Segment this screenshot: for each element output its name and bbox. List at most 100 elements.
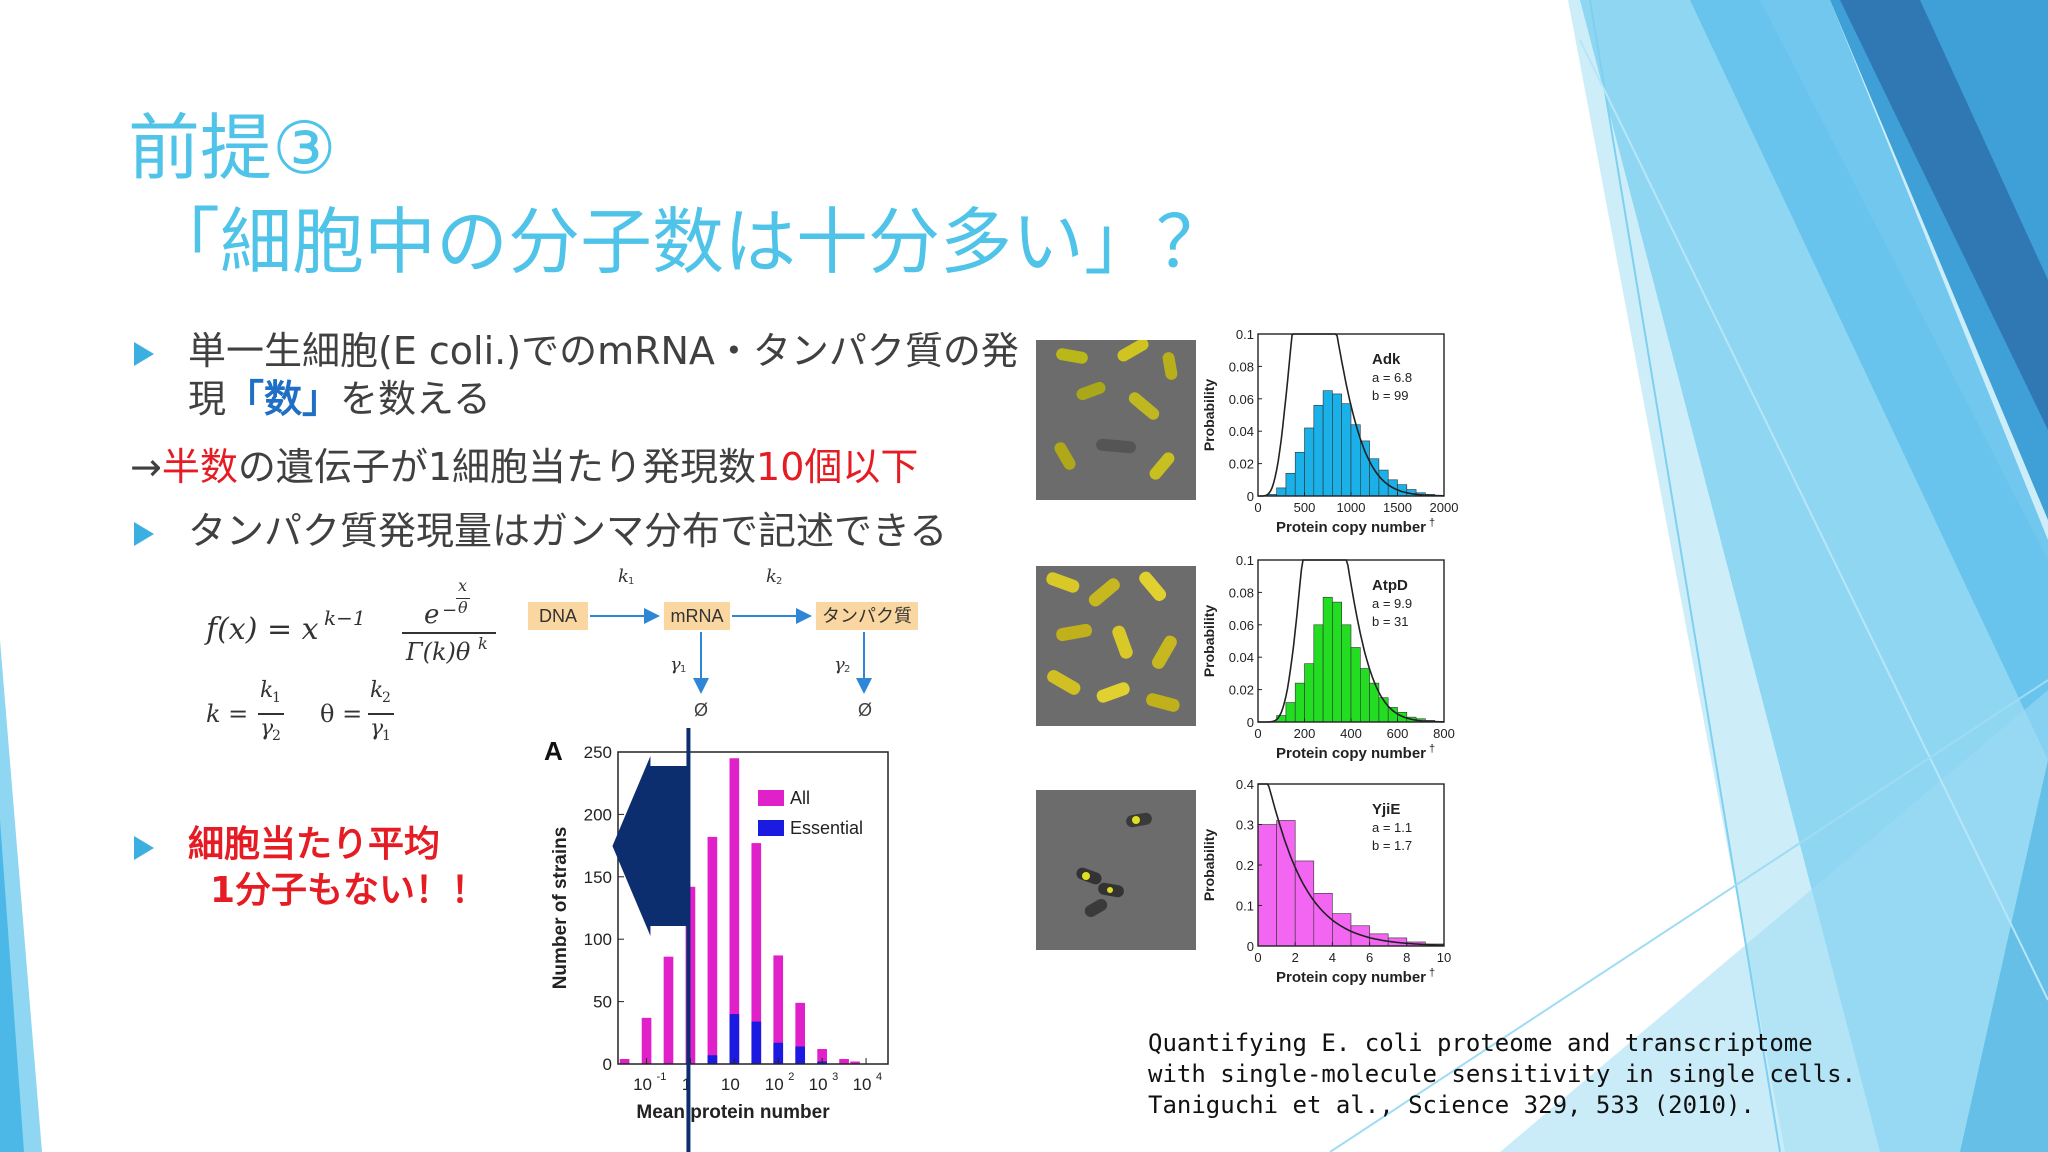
y-tick-label: 0 — [1247, 715, 1254, 730]
cell — [1152, 635, 1177, 669]
title-line1: 前提③ — [128, 106, 337, 190]
rate-g2: γ — [834, 654, 845, 675]
citation: Quantifying E. coli proteome and transcr… — [1148, 1028, 1856, 1121]
chart-title: YjiE — [1372, 801, 1400, 818]
y-tick-label: 0.02 — [1229, 683, 1254, 698]
rate-k1: k — [618, 566, 629, 587]
x-tick-label: 1000 — [1337, 500, 1366, 515]
histogram-bar — [1350, 647, 1361, 723]
k-numerator: k — [260, 678, 274, 703]
x-axis-label: Protein copy number — [1276, 745, 1426, 762]
y-tick-label: 0 — [1247, 939, 1254, 954]
cells-atpd — [1046, 571, 1180, 712]
bullet1-line1: 単一生細胞(E coli.)でのmRNA・タンパク質の発 — [188, 329, 1019, 373]
formula-lhs: f(x) = x — [206, 612, 319, 647]
y-tick-label: 0.08 — [1229, 585, 1254, 600]
bar-all — [707, 836, 718, 1064]
y-tick-label: 0.08 — [1229, 359, 1254, 374]
bullet-arrow-icon — [134, 522, 154, 546]
decay-null-2: Ø — [858, 700, 873, 720]
y-tick-label: 0 — [603, 1055, 612, 1074]
bar-essential — [729, 1014, 740, 1064]
x-tick-label: 0 — [1254, 726, 1261, 741]
bar-essential — [795, 1046, 806, 1064]
bullet2-text: タンパク質発現量はガンマ分布で記述できる — [188, 509, 948, 553]
theta-fraction-bar — [368, 713, 394, 715]
cell — [1117, 338, 1149, 362]
x-tick-label: 2 — [1292, 950, 1299, 965]
theta-denominator: γ — [370, 716, 384, 741]
y-axis-label: Number of strains — [550, 827, 571, 990]
theta-numerator: k — [370, 678, 384, 703]
theta-lhs: θ = — [320, 700, 363, 728]
histogram-adk: 0 0.02 0.04 0.06 0.08 0.1 0 500 1000 1500 2000 Prot… — [1201, 327, 1458, 536]
y-tick-label: 0.3 — [1236, 818, 1254, 833]
microscopy-image-atpd — [1036, 566, 1196, 726]
x-tick-label: 8 — [1403, 950, 1410, 965]
theta-numerator-sub: 2 — [382, 690, 391, 706]
legend-label-all: All — [790, 788, 810, 808]
bar-essential — [751, 1021, 762, 1064]
x-tick-label: 200 — [1294, 726, 1316, 741]
formula-e-exp-den: θ — [458, 598, 468, 617]
k-fraction-bar — [258, 713, 284, 715]
x-tick-label: 10 — [809, 1075, 828, 1094]
pathway-arrows — [590, 608, 872, 694]
histogram-yjie: 0 0.1 0.2 0.3 0.4 0 2 4 6 8 10 Protein copy number †… — [1201, 777, 1451, 986]
x-tick-label: 1500 — [1383, 500, 1412, 515]
spot — [1107, 887, 1113, 893]
gamma-fit-curve — [1258, 559, 1444, 723]
y-axis-label: Probability — [1201, 605, 1217, 678]
y-tick-label: 0.06 — [1229, 392, 1254, 407]
bullet3-line1: 細胞当たり平均 — [188, 824, 441, 865]
bar-all — [850, 1061, 860, 1064]
fit-parameter: a = 1.1 — [1372, 820, 1412, 835]
y-tick-label: 200 — [584, 805, 612, 824]
x-tick-exponent: -1 — [657, 1071, 667, 1083]
cell — [1096, 682, 1130, 703]
cells-adk — [1054, 338, 1178, 480]
bar-all — [773, 955, 784, 1064]
bar-all — [619, 1059, 630, 1064]
x-tick-label: 0 — [1254, 500, 1261, 515]
histogram-bar — [1304, 663, 1315, 723]
x-tick-label: 10 — [765, 1075, 784, 1094]
histogram-bar — [1322, 596, 1333, 723]
cell — [1149, 452, 1175, 480]
formula-e-exp-sign: − — [442, 600, 458, 621]
histogram-bar — [1332, 393, 1342, 497]
cell — [1046, 572, 1080, 593]
x-axis-label: Mean protein number — [636, 1102, 830, 1123]
histogram-bar — [1350, 925, 1370, 947]
bar-all — [663, 956, 674, 1064]
bullet3-line2: 1分子もない！！ — [210, 870, 488, 911]
fit-parameter: a = 9.9 — [1372, 596, 1412, 611]
cell — [1096, 438, 1136, 454]
cell — [1146, 693, 1180, 712]
x-tick-label: 6 — [1366, 950, 1373, 965]
rate-g2-sub: 2 — [844, 664, 851, 675]
citation-line2: with single-molecule sensitivity in sing… — [1148, 1060, 1857, 1088]
bullet1-line2-post: を数える — [340, 377, 491, 421]
cell — [1076, 381, 1106, 401]
arrow-line-emphasis-count: 10個以下 — [756, 445, 919, 489]
parameter-definitions: k = k 1 γ 2 θ = k 2 γ 1 — [206, 678, 416, 750]
histogram-bar — [1387, 707, 1398, 723]
formula-lhs-exponent: k−1 — [324, 606, 366, 630]
formula-e-exp-bar — [456, 598, 470, 599]
chart-title: AtpD — [1372, 577, 1408, 594]
cells-yjie — [1076, 812, 1152, 917]
histogram-bar — [1313, 404, 1324, 497]
x-axis-label-mark: † — [1429, 517, 1435, 529]
y-tick-label: 0.4 — [1236, 777, 1254, 792]
gamma-fit-curve — [1258, 333, 1444, 497]
histogram-bar — [1360, 440, 1370, 497]
node-mrna: mRNA — [664, 602, 730, 630]
legend-swatch-all — [758, 790, 784, 806]
bullet1-line2: 現「数」を数える — [188, 376, 491, 424]
expression-pathway-diagram: DNA mRNA タンパク質 k 1 k 2 γ 1 γ 2 Ø Ø — [528, 566, 928, 730]
fit-parameter: a = 6.8 — [1372, 370, 1412, 385]
histogram-bar — [1341, 403, 1352, 497]
cell — [1056, 623, 1092, 642]
histogram-bar — [1332, 601, 1342, 723]
